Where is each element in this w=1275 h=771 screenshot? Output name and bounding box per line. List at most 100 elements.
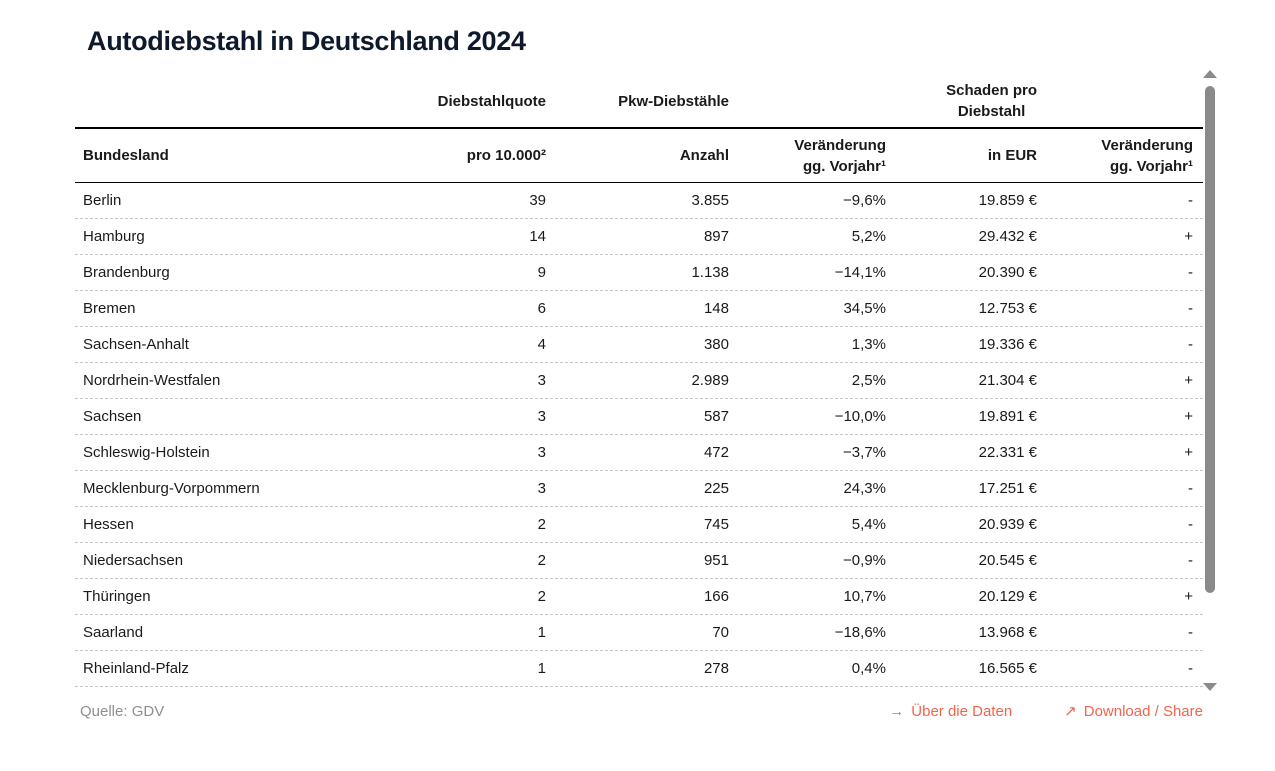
value-cell: 3: [537, 480, 546, 497]
table-row: Bremen 6 148 34,5% 12.753 € -: [75, 291, 1203, 327]
value-cell: 12.753 €: [978, 300, 1037, 317]
value-cell: 20.129 €: [978, 588, 1037, 605]
value-cell: −0,9%: [843, 552, 886, 569]
value-cell: 3: [537, 372, 546, 389]
value-cell: -: [1188, 300, 1193, 317]
arrow-right-icon: →: [889, 702, 905, 720]
table-row: Sachsen 3 587 −10,0% 19.891 € +: [75, 399, 1203, 435]
bundesland-cell: Bremen: [83, 300, 136, 317]
scrollbar[interactable]: [1203, 66, 1217, 696]
column-header-veraenderung-line1: Veränderung: [794, 136, 886, 154]
column-header-pro-10000: pro 10.000²: [466, 147, 546, 164]
value-cell: +: [1184, 372, 1193, 389]
column-header-veraenderung-anzahl: Veränderung gg. Vorjahr¹: [729, 135, 886, 177]
bundesland-cell: Hamburg: [83, 228, 145, 245]
bundesland-cell: Brandenburg: [83, 264, 170, 281]
bundesland-cell: Thüringen: [83, 588, 151, 605]
value-cell: 22.331 €: [978, 444, 1037, 461]
value-cell: -: [1188, 192, 1193, 209]
group-header-pkw-diebstaehle: Pkw-Diebstähle: [618, 92, 729, 110]
column-header-veraenderung-eur: Veränderung gg. Vorjahr¹: [1037, 135, 1203, 177]
table-row: Hessen 2 745 5,4% 20.939 € -: [75, 507, 1203, 543]
value-cell: 39: [529, 192, 546, 209]
value-cell: 897: [703, 228, 729, 245]
value-cell: -: [1188, 516, 1193, 533]
value-cell: 34,5%: [843, 300, 886, 317]
bundesland-cell: Sachsen: [83, 408, 142, 425]
value-cell: 2,5%: [851, 372, 886, 389]
table-row: Nordrhein-Westfalen 3 2.989 2,5% 21.304 € +: [75, 363, 1203, 399]
bundesland-cell: Rheinland-Pfalz: [83, 660, 189, 677]
value-cell: −18,6%: [834, 624, 886, 641]
value-cell: −9,6%: [843, 192, 886, 209]
value-cell: 17.251 €: [978, 480, 1037, 497]
value-cell: -: [1188, 480, 1193, 497]
value-cell: 2: [537, 552, 546, 569]
table-row: Schleswig-Holstein 3 472 −3,7% 22.331 € +: [75, 435, 1203, 471]
value-cell: 148: [703, 300, 729, 317]
value-cell: 19.859 €: [978, 192, 1037, 209]
table-row: Mecklenburg-Vorpommern 3 225 24,3% 17.251 € -: [75, 471, 1203, 507]
value-cell: 278: [703, 660, 729, 677]
value-cell: +: [1184, 588, 1193, 605]
bundesland-cell: Niedersachsen: [83, 552, 184, 569]
bundesland-cell: Schleswig-Holstein: [83, 444, 210, 461]
scrollbar-thumb[interactable]: [1205, 86, 1215, 593]
value-cell: +: [1184, 228, 1193, 245]
bundesland-cell: Berlin: [83, 192, 122, 209]
value-cell: 4: [537, 336, 546, 353]
value-cell: 29.432 €: [978, 228, 1037, 245]
group-header-schaden-line2: Diebstahl: [957, 103, 1026, 120]
value-cell: 6: [537, 300, 546, 317]
value-cell: −10,0%: [834, 408, 886, 425]
table-row: Niedersachsen 2 951 −0,9% 20.545 € -: [75, 543, 1203, 579]
about-data-link[interactable]: → Über die Daten: [889, 702, 1012, 720]
value-cell: 225: [703, 480, 729, 497]
value-cell: 16.565 €: [978, 660, 1037, 677]
value-cell: 5,4%: [851, 516, 886, 533]
table-row: Berlin 39 3.855 −9,6% 19.859 € -: [75, 183, 1203, 219]
value-cell: -: [1188, 624, 1193, 641]
value-cell: 2: [537, 516, 546, 533]
table-row: Rheinland-Pfalz 1 278 0,4% 16.565 € -: [75, 651, 1203, 687]
group-header-schaden-text: Schaden pro Diebstahl: [946, 80, 1037, 122]
footer-links: → Über die Daten ↗ Download / Share: [889, 702, 1203, 721]
value-cell: +: [1184, 444, 1193, 461]
bundesland-cell: Mecklenburg-Vorpommern: [83, 480, 260, 497]
group-header-diebstahlquote: Diebstahlquote: [437, 92, 546, 110]
value-cell: -: [1188, 336, 1193, 353]
value-cell: 1: [537, 624, 546, 641]
bundesland-cell: Sachsen-Anhalt: [83, 336, 189, 353]
value-cell: 745: [703, 516, 729, 533]
value-cell: 9: [537, 264, 546, 281]
value-cell: 2.989: [691, 372, 729, 389]
value-cell: 587: [703, 408, 729, 425]
value-cell: 1.138: [691, 264, 729, 281]
scroll-down-icon[interactable]: [1203, 683, 1217, 691]
value-cell: -: [1188, 552, 1193, 569]
value-cell: 19.336 €: [978, 336, 1037, 353]
column-header-veraenderung-line1: Veränderung: [1101, 136, 1193, 154]
value-cell: 472: [703, 444, 729, 461]
value-cell: 3: [537, 408, 546, 425]
table-row: Saarland 1 70 −18,6% 13.968 € -: [75, 615, 1203, 651]
value-cell: 20.545 €: [978, 552, 1037, 569]
value-cell: −14,1%: [834, 264, 886, 281]
about-data-label: Über die Daten: [911, 702, 1013, 720]
bundesland-cell: Nordrhein-Westfalen: [83, 372, 221, 389]
scroll-up-icon[interactable]: [1203, 70, 1217, 78]
value-cell: 10,7%: [843, 588, 886, 605]
download-share-label: Download / Share: [1083, 702, 1203, 720]
value-cell: 1: [537, 660, 546, 677]
data-table: Diebstahlquote Pkw-Diebstähle Schaden pr…: [75, 75, 1203, 687]
table-group-header-row: Diebstahlquote Pkw-Diebstähle Schaden pr…: [75, 75, 1203, 129]
value-cell: 0,4%: [851, 660, 886, 677]
bundesland-cell: Saarland: [83, 624, 144, 641]
download-share-link[interactable]: ↗ Download / Share: [1064, 702, 1203, 721]
table-row: Thüringen 2 166 10,7% 20.129 € +: [75, 579, 1203, 615]
value-cell: +: [1184, 408, 1193, 425]
value-cell: 19.891 €: [978, 408, 1037, 425]
value-cell: 14: [529, 228, 546, 245]
value-cell: 166: [703, 588, 729, 605]
value-cell: 20.939 €: [978, 516, 1037, 533]
